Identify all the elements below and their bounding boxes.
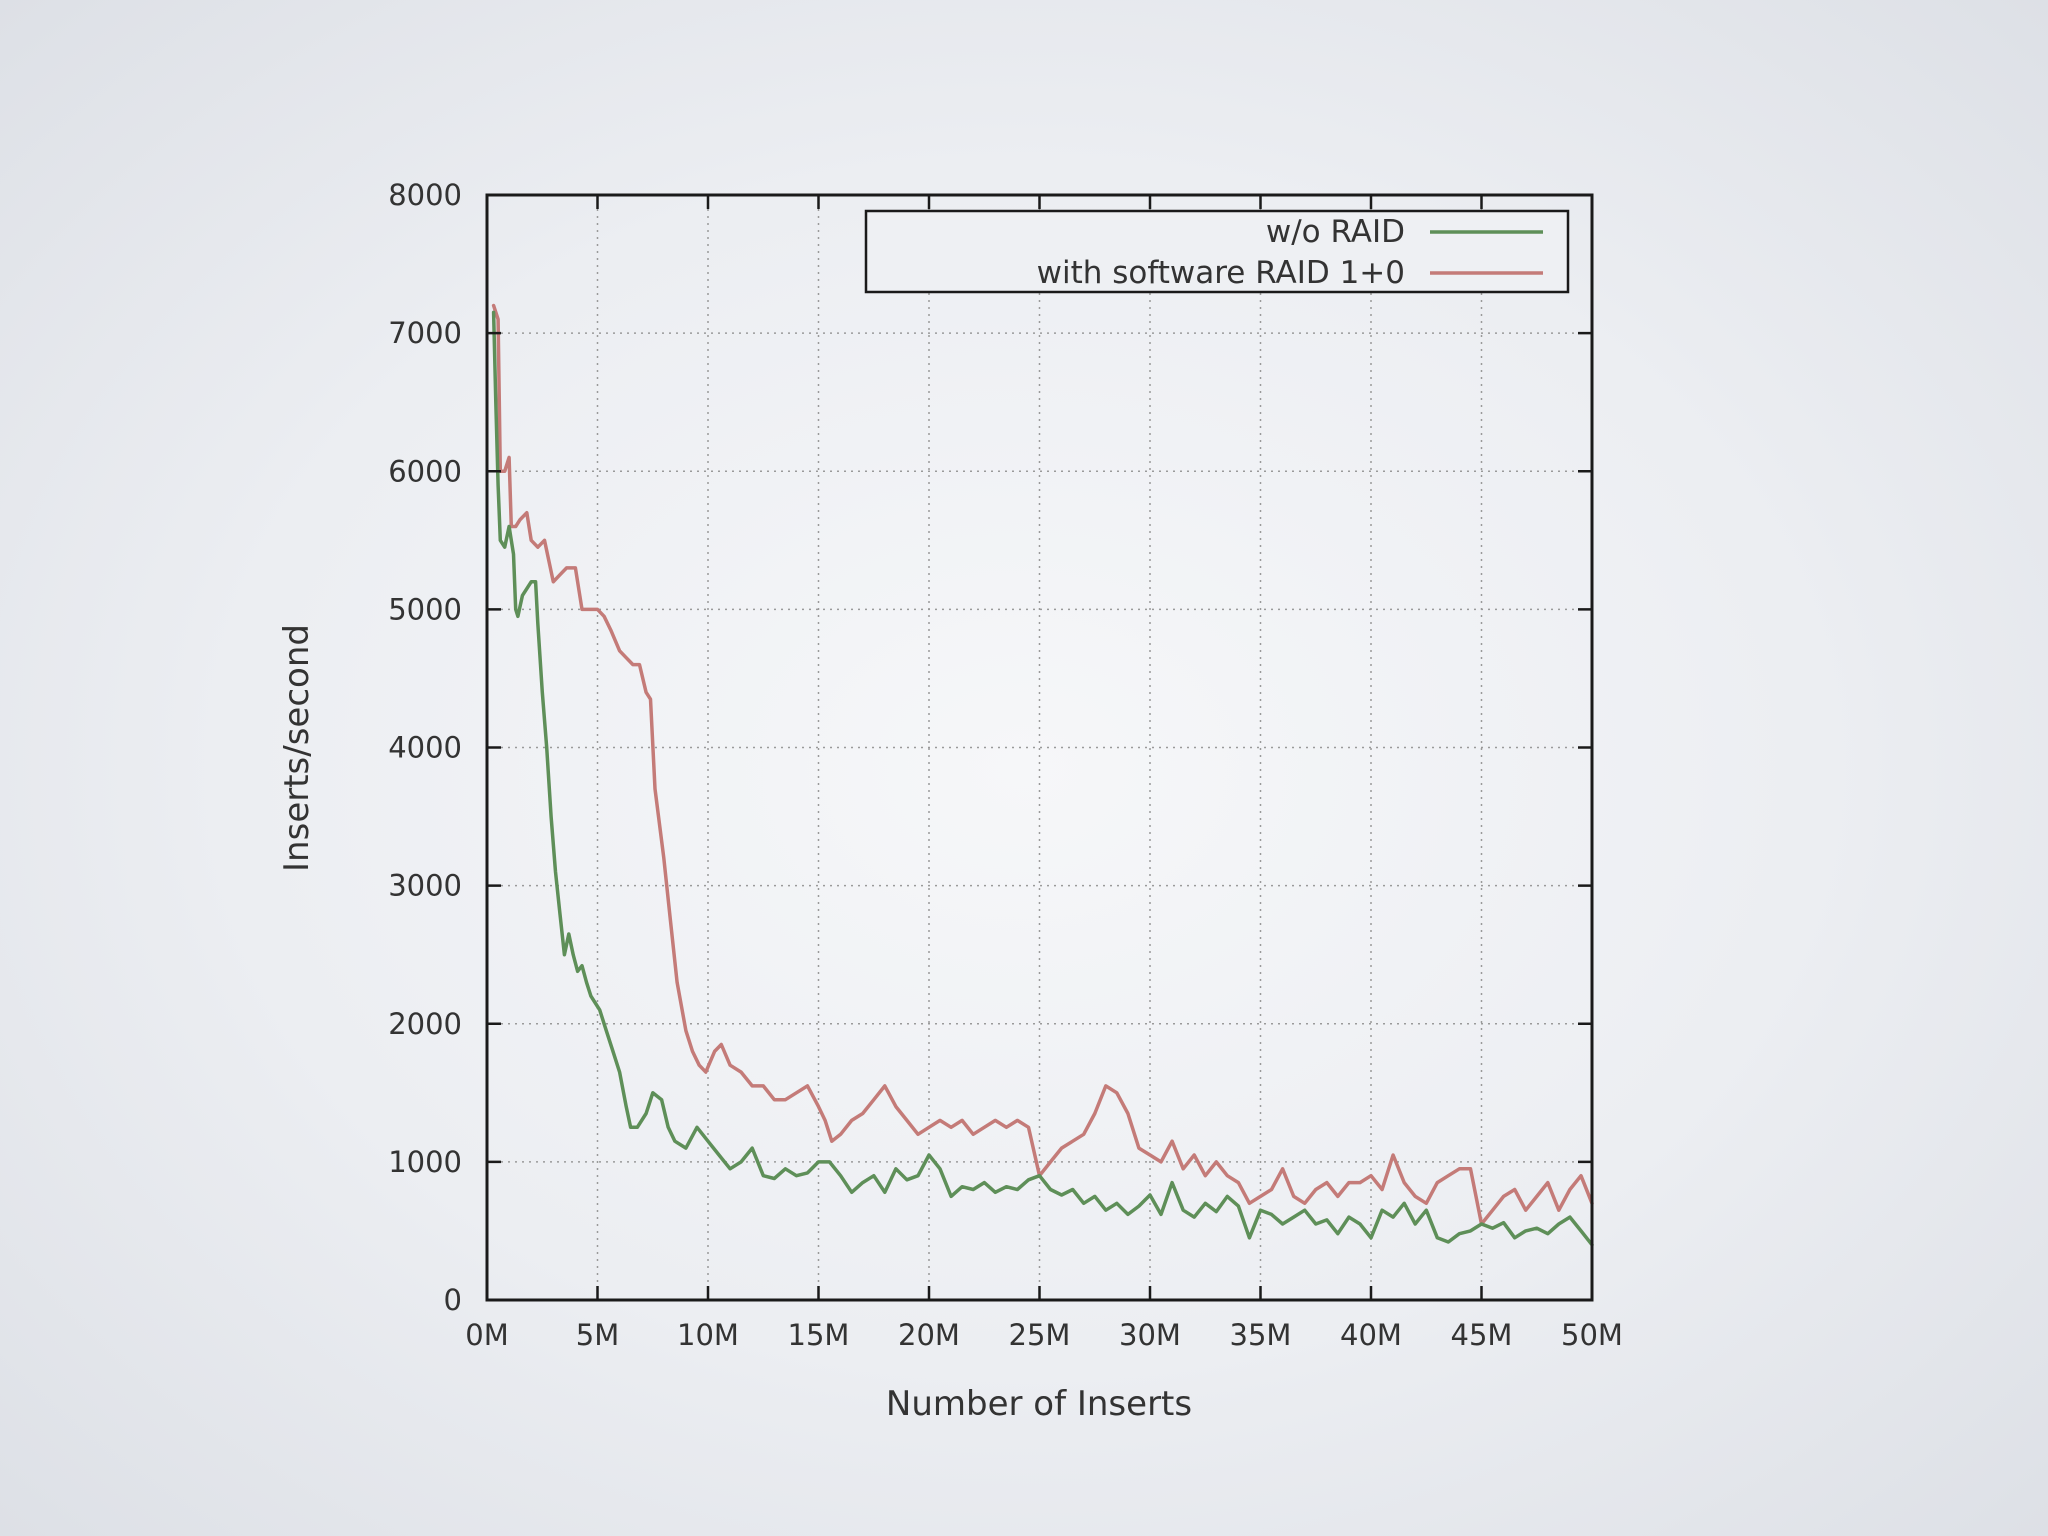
series-lines xyxy=(491,303,1594,1247)
series-line-2 xyxy=(491,303,1594,1226)
x-tick-label: 25M xyxy=(1009,1318,1071,1352)
x-tick-label: 0M xyxy=(465,1318,508,1352)
x-tick-label: 10M xyxy=(677,1318,739,1352)
y-tick-label: 4000 xyxy=(388,731,462,765)
y-tick-label: 0 xyxy=(444,1283,462,1317)
series-line-1 xyxy=(491,310,1594,1247)
y-axis-title: Inserts/second xyxy=(277,624,317,872)
y-tick-label: 8000 xyxy=(388,178,462,212)
y-tick-label: 3000 xyxy=(388,869,462,903)
x-tick-label: 5M xyxy=(576,1318,619,1352)
x-tick-label: 30M xyxy=(1119,1318,1181,1352)
legend-label-series-1: w/o RAID xyxy=(1266,214,1405,250)
y-tick-label: 2000 xyxy=(388,1007,462,1041)
tick-labels: 0M 5M 10M 15M 20M 25M 30M 35M 40M 45M 50M 0 1000 2000… xyxy=(388,178,1623,1352)
ticks xyxy=(485,193,1594,1302)
x-tick-label: 45M xyxy=(1451,1318,1513,1352)
x-axis-title: Number of Inserts xyxy=(886,1384,1192,1424)
x-tick-label: 40M xyxy=(1340,1318,1402,1352)
y-tick-label: 1000 xyxy=(388,1145,462,1179)
y-tick-label: 7000 xyxy=(388,316,462,350)
x-tick-label: 15M xyxy=(788,1318,850,1352)
legend-label-series-2: with software RAID 1+0 xyxy=(1037,255,1405,291)
x-tick-label: 35M xyxy=(1230,1318,1292,1352)
y-tick-label: 5000 xyxy=(388,592,462,626)
y-tick-label: 6000 xyxy=(388,454,462,488)
legend-box xyxy=(864,209,1570,294)
x-tick-label: 50M xyxy=(1561,1318,1623,1352)
legend: w/o RAID with software RAID 1+0 xyxy=(864,209,1570,294)
x-tick-label: 20M xyxy=(898,1318,960,1352)
